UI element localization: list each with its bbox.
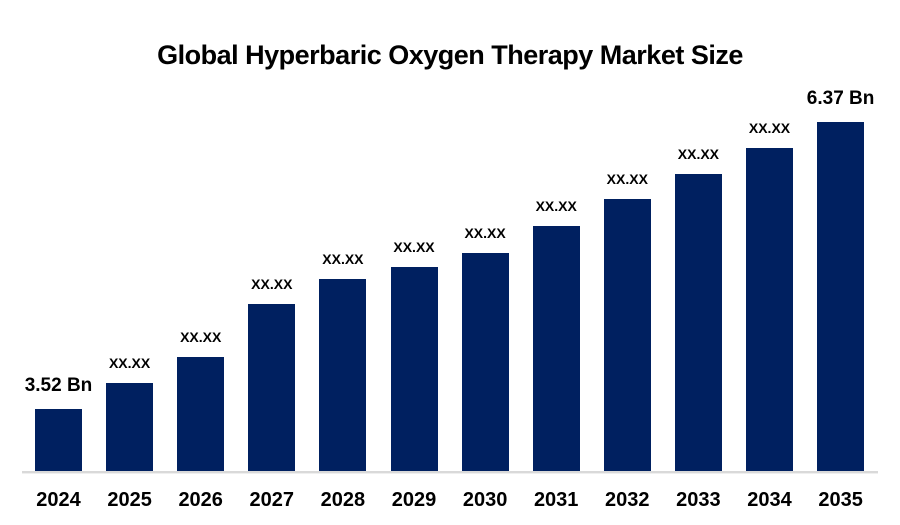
x-tick-label-2029: 2029 (391, 489, 437, 511)
x-tick-label-2032: 2032 (605, 489, 650, 511)
x-axis-line (22, 471, 878, 474)
bar-value-label-2032: XX.XX (606, 171, 648, 187)
x-tick-label-2031: 2031 (533, 489, 579, 511)
bar-2024 (35, 409, 82, 471)
bar-2035 (817, 122, 865, 471)
bar-value-label-2035: 6.37 Bn (806, 88, 875, 109)
bar-2032 (603, 199, 651, 471)
x-tick-label-2034: 2034 (747, 489, 792, 511)
bar-value-label-2033: XX.XX (677, 146, 720, 162)
x-tick-label-2035: 2035 (818, 489, 863, 511)
x-tick-label-2033: 2033 (676, 489, 721, 511)
bar-value-label-2024: 3.52 Bn (24, 375, 93, 396)
bar-value-label-2026: XX.XX (180, 329, 222, 345)
bar-2034 (746, 148, 793, 471)
bar-value-label-2025: XX.XX (108, 355, 151, 371)
x-tick-label-2025: 2025 (107, 489, 152, 511)
bar-2027 (248, 304, 296, 471)
bar-2033 (674, 174, 722, 471)
bar-value-label-2030: XX.XX (464, 225, 506, 241)
chart-title: Global Hyperbaric Oxygen Therapy Market … (157, 40, 743, 70)
bar-2025 (106, 383, 154, 471)
x-tick-label-2024: 2024 (36, 489, 81, 511)
x-tick-label-2028: 2028 (320, 489, 366, 511)
bar-value-label-2034: XX.XX (748, 120, 791, 136)
x-tick-label-2027: 2027 (249, 489, 295, 511)
bar-value-label-2031: XX.XX (535, 198, 577, 214)
bar-2028 (319, 279, 367, 471)
bar-2030 (461, 253, 509, 471)
bar-2029 (390, 267, 438, 471)
bar-value-label-2029: XX.XX (393, 239, 435, 255)
bar-2031 (532, 226, 580, 471)
bar-value-label-2027: XX.XX (251, 276, 293, 292)
x-tick-label-2030: 2030 (462, 489, 508, 511)
bar-2026 (177, 357, 225, 471)
x-tick-label-2026: 2026 (178, 489, 223, 511)
bar-value-label-2028: XX.XX (322, 251, 364, 267)
